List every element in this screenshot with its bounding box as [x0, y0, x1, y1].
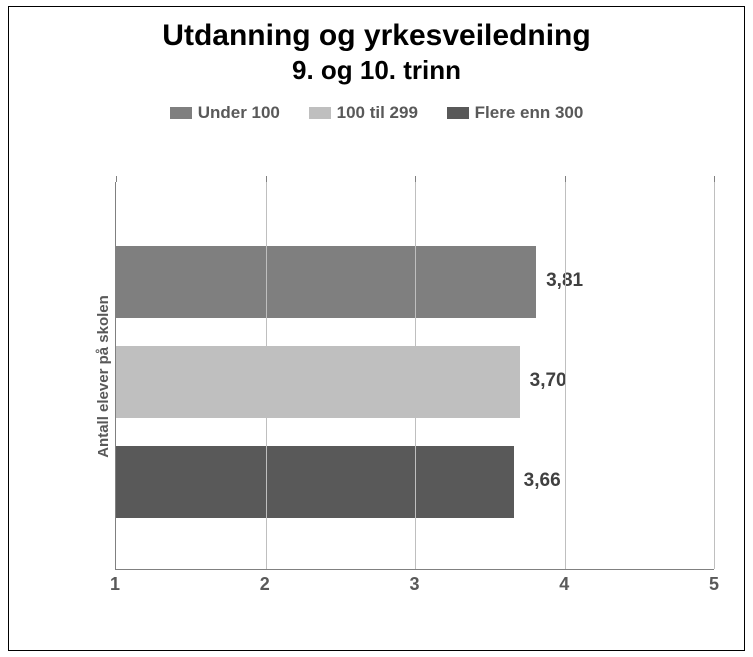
plot-area: 3,813,703,66 — [115, 182, 714, 570]
bar — [116, 246, 536, 318]
x-axis: 12345 — [115, 570, 714, 610]
gridline — [714, 182, 715, 569]
x-tickmark — [565, 176, 566, 182]
x-tickmark — [266, 176, 267, 182]
title-block: Utdanning og yrkesveiledning 9. og 10. t… — [9, 7, 744, 85]
legend-swatch-2 — [447, 107, 469, 119]
legend-label-1: 100 til 299 — [337, 103, 418, 123]
chart-area: Antall elever på skolen 3,813,703,66 123… — [69, 182, 714, 610]
bar-value-label: 3,66 — [524, 470, 561, 492]
legend-label-0: Under 100 — [198, 103, 280, 123]
bar-value-label: 3,70 — [530, 370, 567, 392]
legend-item-1: 100 til 299 — [309, 103, 418, 123]
x-tickmark — [415, 176, 416, 182]
y-axis-label: Antall elever på skolen — [95, 295, 112, 458]
x-tick-label: 3 — [409, 574, 419, 595]
x-tick-label: 2 — [260, 574, 270, 595]
gridline — [266, 182, 267, 569]
chart-frame: Utdanning og yrkesveiledning 9. og 10. t… — [8, 6, 745, 651]
x-tick-label: 4 — [559, 574, 569, 595]
legend-swatch-0 — [170, 107, 192, 119]
y-axis-label-wrap: Antall elever på skolen — [91, 182, 115, 570]
legend-item-2: Flere enn 300 — [447, 103, 584, 123]
x-tick-label: 5 — [709, 574, 719, 595]
legend-label-2: Flere enn 300 — [475, 103, 584, 123]
x-tickmark — [116, 176, 117, 182]
bar — [116, 346, 520, 418]
chart-container: Utdanning og yrkesveiledning 9. og 10. t… — [0, 0, 753, 657]
chart-subtitle: 9. og 10. trinn — [9, 56, 744, 86]
x-tickmark — [714, 176, 715, 182]
legend: Under 100 100 til 299 Flere enn 300 — [9, 103, 744, 124]
chart-title: Utdanning og yrkesveiledning — [9, 19, 744, 54]
x-tick-label: 1 — [110, 574, 120, 595]
gridline — [415, 182, 416, 569]
legend-item-0: Under 100 — [170, 103, 280, 123]
bar — [116, 446, 514, 518]
legend-swatch-1 — [309, 107, 331, 119]
gridline — [565, 182, 566, 569]
